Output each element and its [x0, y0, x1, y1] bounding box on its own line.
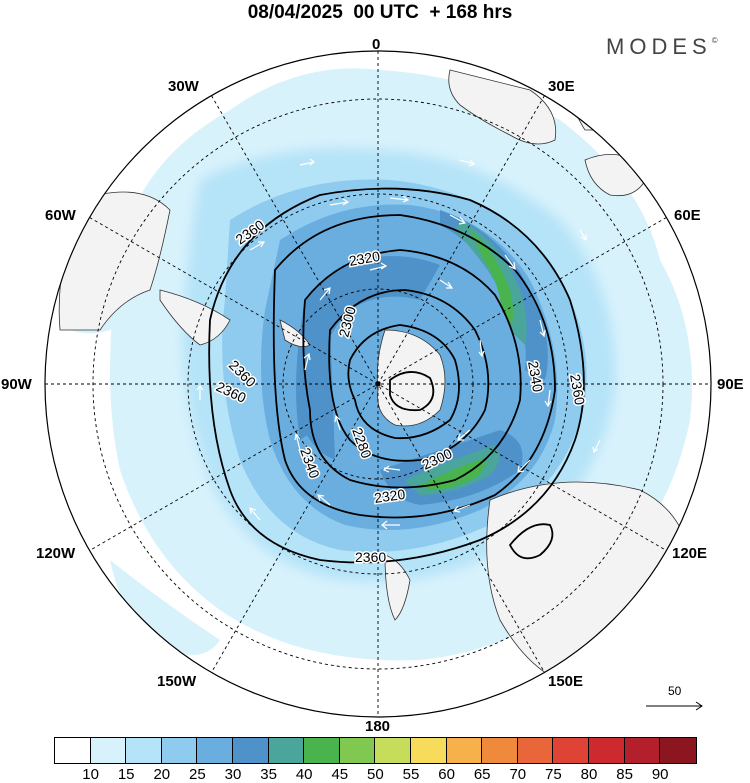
reference-vector-arrow — [646, 701, 703, 711]
colorbar — [54, 737, 697, 764]
colorbar-tick-label: 55 — [402, 766, 420, 783]
colorbar-swatch — [304, 738, 340, 763]
colorbar-tick-label: 25 — [189, 766, 206, 783]
meridian-label-120e: 120E — [672, 545, 708, 562]
reference-vector-value: 50 — [668, 684, 682, 698]
meridian-label-30w: 30W — [168, 78, 199, 95]
colorbar-swatch — [482, 738, 518, 763]
meridian-label-150w: 150W — [157, 673, 197, 690]
colorbar-tick-label: 90 — [651, 766, 669, 783]
colorbar-tick-label: 15 — [117, 766, 135, 783]
colorbar-swatch — [232, 738, 269, 763]
colorbar-swatch — [339, 738, 376, 763]
colorbar-swatch — [126, 738, 162, 763]
meridian-label-60w: 60W — [45, 207, 76, 224]
colorbar-swatch — [90, 738, 127, 763]
colorbar-tick-label: 35 — [260, 766, 277, 783]
meridian-label-120w: 120W — [36, 545, 76, 562]
colorbar-swatch — [517, 738, 554, 763]
wind-vectors — [196, 158, 601, 530]
colorbar-swatch — [553, 738, 589, 763]
colorbar-tick-label: 65 — [473, 766, 491, 783]
map-border — [44, 50, 712, 718]
colorbar-swatch — [161, 738, 198, 763]
meridian-label-60e: 60E — [674, 207, 701, 224]
height-contours — [208, 187, 585, 564]
colorbar-tick-label: 10 — [82, 766, 99, 783]
brand-logo: MODES© — [606, 34, 718, 60]
colorbar-swatch — [268, 738, 305, 763]
colorbar-tick-label: 20 — [153, 766, 171, 783]
colorbar-swatch — [55, 738, 91, 763]
brand-name: MODES — [606, 34, 712, 59]
colorbar-tick-label: 60 — [438, 766, 455, 783]
meridian-label-30e: 30E — [548, 78, 575, 95]
meridian-label-180: 180 — [365, 718, 391, 735]
colorbar-tick-label: 45 — [331, 766, 349, 783]
colorbar-tick-label: 75 — [545, 766, 562, 783]
colorbar-tick-label: 80 — [580, 766, 598, 783]
colorbar-tick-label: 30 — [224, 766, 242, 783]
colorbar-tick-label: 85 — [616, 766, 633, 783]
colorbar-swatch — [624, 738, 661, 763]
colorbar-swatch — [197, 738, 233, 763]
pole-marker — [375, 381, 381, 387]
map-title: 08/04/2025 00 UTC + 168 hrs — [247, 2, 513, 23]
colorbar-tick-label: 40 — [295, 766, 313, 783]
meridian-label-90e: 90E — [717, 376, 744, 393]
colorbar-swatch — [588, 738, 625, 763]
colorbar-swatch — [410, 738, 447, 763]
colorbar-tick-label: 50 — [367, 766, 384, 783]
meridian-label-150e: 150E — [548, 673, 584, 690]
brand-mark: © — [711, 36, 718, 45]
colorbar-swatch — [446, 738, 483, 763]
colorbar-tick-label: 70 — [509, 766, 527, 783]
meridian-label-90w: 90W — [1, 376, 32, 393]
contour-label: 2360 — [355, 549, 386, 565]
colorbar-swatch — [375, 738, 411, 763]
land-masses — [58, 69, 692, 691]
colorbar-swatch — [660, 738, 696, 763]
meridian-label-0: 0 — [372, 36, 381, 53]
contour-label: 2320 — [373, 486, 406, 506]
